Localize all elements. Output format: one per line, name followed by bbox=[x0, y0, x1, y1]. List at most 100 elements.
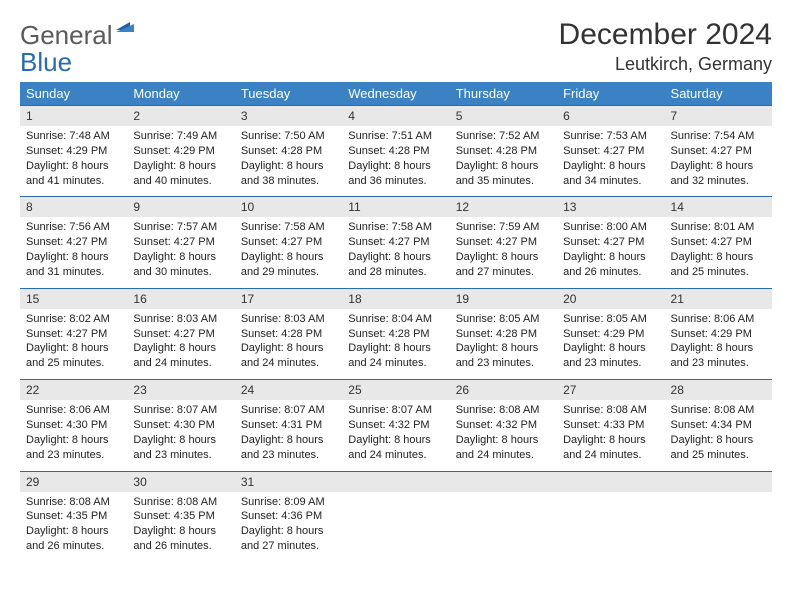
calendar-cell: 3Sunrise: 7:50 AMSunset: 4:28 PMDaylight… bbox=[235, 106, 342, 197]
day-number: 31 bbox=[235, 472, 342, 492]
location-label: Leutkirch, Germany bbox=[559, 54, 772, 75]
day-number: 19 bbox=[450, 289, 557, 309]
calendar-cell bbox=[665, 471, 772, 562]
day-number: 4 bbox=[342, 106, 449, 126]
day-detail: Sunrise: 8:03 AMSunset: 4:28 PMDaylight:… bbox=[235, 309, 342, 379]
day-detail: Sunrise: 7:57 AMSunset: 4:27 PMDaylight:… bbox=[127, 217, 234, 287]
day-detail: Sunrise: 8:06 AMSunset: 4:30 PMDaylight:… bbox=[20, 400, 127, 470]
calendar-cell: 17Sunrise: 8:03 AMSunset: 4:28 PMDayligh… bbox=[235, 288, 342, 379]
calendar-cell: 26Sunrise: 8:08 AMSunset: 4:32 PMDayligh… bbox=[450, 380, 557, 471]
day-number: 1 bbox=[20, 106, 127, 126]
day-header: Thursday bbox=[450, 82, 557, 106]
day-detail: Sunrise: 8:08 AMSunset: 4:34 PMDaylight:… bbox=[665, 400, 772, 470]
day-detail: Sunrise: 8:02 AMSunset: 4:27 PMDaylight:… bbox=[20, 309, 127, 379]
day-header: Monday bbox=[127, 82, 234, 106]
calendar-cell: 9Sunrise: 7:57 AMSunset: 4:27 PMDaylight… bbox=[127, 197, 234, 288]
day-number: 18 bbox=[342, 289, 449, 309]
day-detail bbox=[450, 492, 557, 542]
day-number bbox=[342, 472, 449, 492]
calendar-cell: 25Sunrise: 8:07 AMSunset: 4:32 PMDayligh… bbox=[342, 380, 449, 471]
day-detail: Sunrise: 7:49 AMSunset: 4:29 PMDaylight:… bbox=[127, 126, 234, 196]
day-number: 20 bbox=[557, 289, 664, 309]
day-number: 11 bbox=[342, 197, 449, 217]
calendar-row: 15Sunrise: 8:02 AMSunset: 4:27 PMDayligh… bbox=[20, 288, 772, 379]
day-detail: Sunrise: 7:58 AMSunset: 4:27 PMDaylight:… bbox=[235, 217, 342, 287]
header: General Blue December 2024 Leutkirch, Ge… bbox=[20, 18, 772, 76]
day-number: 17 bbox=[235, 289, 342, 309]
day-detail: Sunrise: 8:07 AMSunset: 4:31 PMDaylight:… bbox=[235, 400, 342, 470]
day-number: 6 bbox=[557, 106, 664, 126]
day-number bbox=[557, 472, 664, 492]
logo-text-blue: Blue bbox=[20, 47, 72, 77]
day-detail: Sunrise: 8:08 AMSunset: 4:35 PMDaylight:… bbox=[127, 492, 234, 562]
day-detail: Sunrise: 8:04 AMSunset: 4:28 PMDaylight:… bbox=[342, 309, 449, 379]
day-number bbox=[665, 472, 772, 492]
calendar-row: 29Sunrise: 8:08 AMSunset: 4:35 PMDayligh… bbox=[20, 471, 772, 562]
day-detail: Sunrise: 7:53 AMSunset: 4:27 PMDaylight:… bbox=[557, 126, 664, 196]
day-header: Saturday bbox=[665, 82, 772, 106]
day-detail: Sunrise: 7:50 AMSunset: 4:28 PMDaylight:… bbox=[235, 126, 342, 196]
calendar-cell: 28Sunrise: 8:08 AMSunset: 4:34 PMDayligh… bbox=[665, 380, 772, 471]
day-number: 14 bbox=[665, 197, 772, 217]
calendar-cell: 7Sunrise: 7:54 AMSunset: 4:27 PMDaylight… bbox=[665, 106, 772, 197]
calendar-cell: 20Sunrise: 8:05 AMSunset: 4:29 PMDayligh… bbox=[557, 288, 664, 379]
page-title: December 2024 bbox=[559, 18, 772, 52]
day-detail: Sunrise: 8:09 AMSunset: 4:36 PMDaylight:… bbox=[235, 492, 342, 562]
calendar-row: 1Sunrise: 7:48 AMSunset: 4:29 PMDaylight… bbox=[20, 106, 772, 197]
day-number: 13 bbox=[557, 197, 664, 217]
calendar-cell: 18Sunrise: 8:04 AMSunset: 4:28 PMDayligh… bbox=[342, 288, 449, 379]
calendar-cell bbox=[557, 471, 664, 562]
calendar-table: SundayMondayTuesdayWednesdayThursdayFrid… bbox=[20, 82, 772, 562]
logo-text-general: General bbox=[20, 20, 113, 50]
day-header: Wednesday bbox=[342, 82, 449, 106]
day-header: Tuesday bbox=[235, 82, 342, 106]
day-number: 23 bbox=[127, 380, 234, 400]
calendar-cell: 4Sunrise: 7:51 AMSunset: 4:28 PMDaylight… bbox=[342, 106, 449, 197]
calendar-cell bbox=[342, 471, 449, 562]
day-detail: Sunrise: 8:05 AMSunset: 4:28 PMDaylight:… bbox=[450, 309, 557, 379]
day-number: 7 bbox=[665, 106, 772, 126]
day-detail bbox=[557, 492, 664, 542]
day-detail: Sunrise: 8:08 AMSunset: 4:32 PMDaylight:… bbox=[450, 400, 557, 470]
day-detail: Sunrise: 7:59 AMSunset: 4:27 PMDaylight:… bbox=[450, 217, 557, 287]
day-detail: Sunrise: 8:08 AMSunset: 4:33 PMDaylight:… bbox=[557, 400, 664, 470]
day-number: 16 bbox=[127, 289, 234, 309]
calendar-cell: 6Sunrise: 7:53 AMSunset: 4:27 PMDaylight… bbox=[557, 106, 664, 197]
day-detail bbox=[665, 492, 772, 542]
day-detail: Sunrise: 7:51 AMSunset: 4:28 PMDaylight:… bbox=[342, 126, 449, 196]
day-detail bbox=[342, 492, 449, 542]
day-detail: Sunrise: 7:56 AMSunset: 4:27 PMDaylight:… bbox=[20, 217, 127, 287]
day-detail: Sunrise: 7:58 AMSunset: 4:27 PMDaylight:… bbox=[342, 217, 449, 287]
calendar-cell: 15Sunrise: 8:02 AMSunset: 4:27 PMDayligh… bbox=[20, 288, 127, 379]
title-block: December 2024 Leutkirch, Germany bbox=[559, 18, 772, 75]
day-number: 24 bbox=[235, 380, 342, 400]
day-number: 25 bbox=[342, 380, 449, 400]
day-number: 10 bbox=[235, 197, 342, 217]
calendar-cell: 8Sunrise: 7:56 AMSunset: 4:27 PMDaylight… bbox=[20, 197, 127, 288]
day-number: 27 bbox=[557, 380, 664, 400]
day-header: Sunday bbox=[20, 82, 127, 106]
calendar-cell: 13Sunrise: 8:00 AMSunset: 4:27 PMDayligh… bbox=[557, 197, 664, 288]
calendar-cell: 19Sunrise: 8:05 AMSunset: 4:28 PMDayligh… bbox=[450, 288, 557, 379]
day-number: 28 bbox=[665, 380, 772, 400]
calendar-cell: 24Sunrise: 8:07 AMSunset: 4:31 PMDayligh… bbox=[235, 380, 342, 471]
calendar-cell: 22Sunrise: 8:06 AMSunset: 4:30 PMDayligh… bbox=[20, 380, 127, 471]
calendar-cell: 12Sunrise: 7:59 AMSunset: 4:27 PMDayligh… bbox=[450, 197, 557, 288]
day-detail: Sunrise: 7:54 AMSunset: 4:27 PMDaylight:… bbox=[665, 126, 772, 196]
calendar-cell: 14Sunrise: 8:01 AMSunset: 4:27 PMDayligh… bbox=[665, 197, 772, 288]
day-detail: Sunrise: 8:08 AMSunset: 4:35 PMDaylight:… bbox=[20, 492, 127, 562]
day-number bbox=[450, 472, 557, 492]
calendar-row: 8Sunrise: 7:56 AMSunset: 4:27 PMDaylight… bbox=[20, 197, 772, 288]
day-detail: Sunrise: 8:06 AMSunset: 4:29 PMDaylight:… bbox=[665, 309, 772, 379]
day-number: 2 bbox=[127, 106, 234, 126]
calendar-cell: 16Sunrise: 8:03 AMSunset: 4:27 PMDayligh… bbox=[127, 288, 234, 379]
calendar-cell bbox=[450, 471, 557, 562]
day-number: 12 bbox=[450, 197, 557, 217]
day-number: 3 bbox=[235, 106, 342, 126]
calendar-cell: 27Sunrise: 8:08 AMSunset: 4:33 PMDayligh… bbox=[557, 380, 664, 471]
flag-icon bbox=[116, 22, 138, 45]
calendar-cell: 1Sunrise: 7:48 AMSunset: 4:29 PMDaylight… bbox=[20, 106, 127, 197]
calendar-cell: 2Sunrise: 7:49 AMSunset: 4:29 PMDaylight… bbox=[127, 106, 234, 197]
day-number: 15 bbox=[20, 289, 127, 309]
day-number: 29 bbox=[20, 472, 127, 492]
